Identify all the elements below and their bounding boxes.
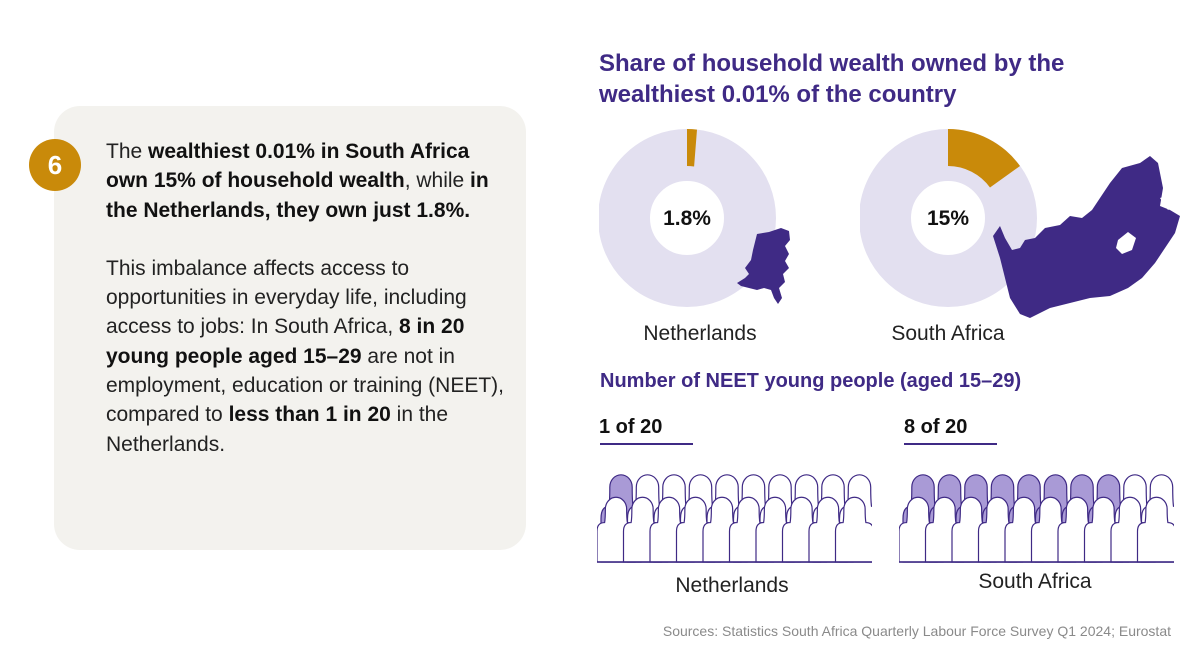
netherlands-donut-label: Netherlands <box>643 322 757 345</box>
netherlands-donut-chart <box>599 129 790 307</box>
netherlands-share-slice <box>687 129 697 167</box>
text: in the Netherlands. <box>106 403 449 456</box>
person-icon <box>1136 496 1174 563</box>
text: are not in employment, education or trai… <box>106 344 505 427</box>
info-card <box>54 106 526 550</box>
bold-text: less than 1 in 20 <box>228 403 391 427</box>
south-africa-ratio-underline <box>904 443 997 445</box>
south-africa-neet-ratio: 8 of 20 <box>904 416 968 438</box>
wealth-chart-title: Share of household wealth owned by the w… <box>599 50 1065 108</box>
south-africa-share-slice <box>948 129 1020 188</box>
netherlands-share-value: 1.8% <box>663 207 711 230</box>
text: , while <box>404 169 471 193</box>
paragraph-neet: This imbalance affects access to opportu… <box>106 254 506 459</box>
south-africa-donut-label: South Africa <box>891 322 1005 345</box>
bold-text: in the Netherlands, they own just 1.8%. <box>106 169 489 222</box>
south-africa-people-pictogram <box>899 474 1174 563</box>
lesotho-cutout <box>1116 232 1136 254</box>
eswatini-cutout <box>1160 194 1178 210</box>
south-africa-donut-chart <box>860 129 1180 318</box>
netherlands-map-icon <box>737 228 790 304</box>
paragraph-wealth: The wealthiest 0.01% in South Africa own… <box>106 137 506 225</box>
number-badge: 6 <box>29 139 81 191</box>
netherlands-pictogram-label: Netherlands <box>675 574 789 597</box>
bold-text: wealthiest 0.01% in South Africa own 15%… <box>106 140 470 193</box>
neet-chart-title: Number of NEET young people (aged 15–29) <box>600 370 1022 392</box>
sources-note: Sources: Statistics South Africa Quarter… <box>662 623 1171 639</box>
bold-text: 8 in 20 young people aged 15–29 <box>106 315 465 368</box>
netherlands-ratio-underline <box>600 443 693 445</box>
card-text: The wealthiest 0.01% in South Africa own… <box>106 137 506 488</box>
south-africa-share-value: 15% <box>926 207 970 230</box>
netherlands-people-pictogram <box>597 474 872 563</box>
text: The <box>106 140 149 163</box>
text: This imbalance affects access to opportu… <box>106 256 467 339</box>
netherlands-neet-ratio: 1 of 20 <box>599 416 663 438</box>
south-africa-map-icon <box>993 156 1180 318</box>
person-icon <box>834 496 872 563</box>
south-africa-pictogram-label: South Africa <box>978 570 1092 593</box>
